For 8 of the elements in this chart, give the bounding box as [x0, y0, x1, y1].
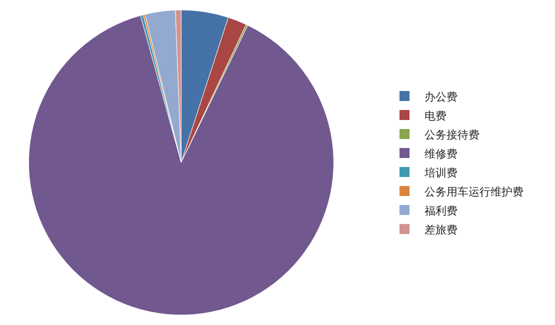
legend-label: 电费: [424, 109, 446, 122]
legend-label: 福利费: [424, 204, 458, 218]
legend-label: 培训费: [424, 166, 458, 180]
legend-label: 维修费: [424, 147, 458, 160]
legend-label: 办公费: [424, 90, 458, 104]
legend-label: 差旅费: [424, 223, 458, 236]
legend-label: 公务接待费: [424, 128, 480, 142]
legend-label: 公务用车运行维护费: [424, 185, 524, 198]
